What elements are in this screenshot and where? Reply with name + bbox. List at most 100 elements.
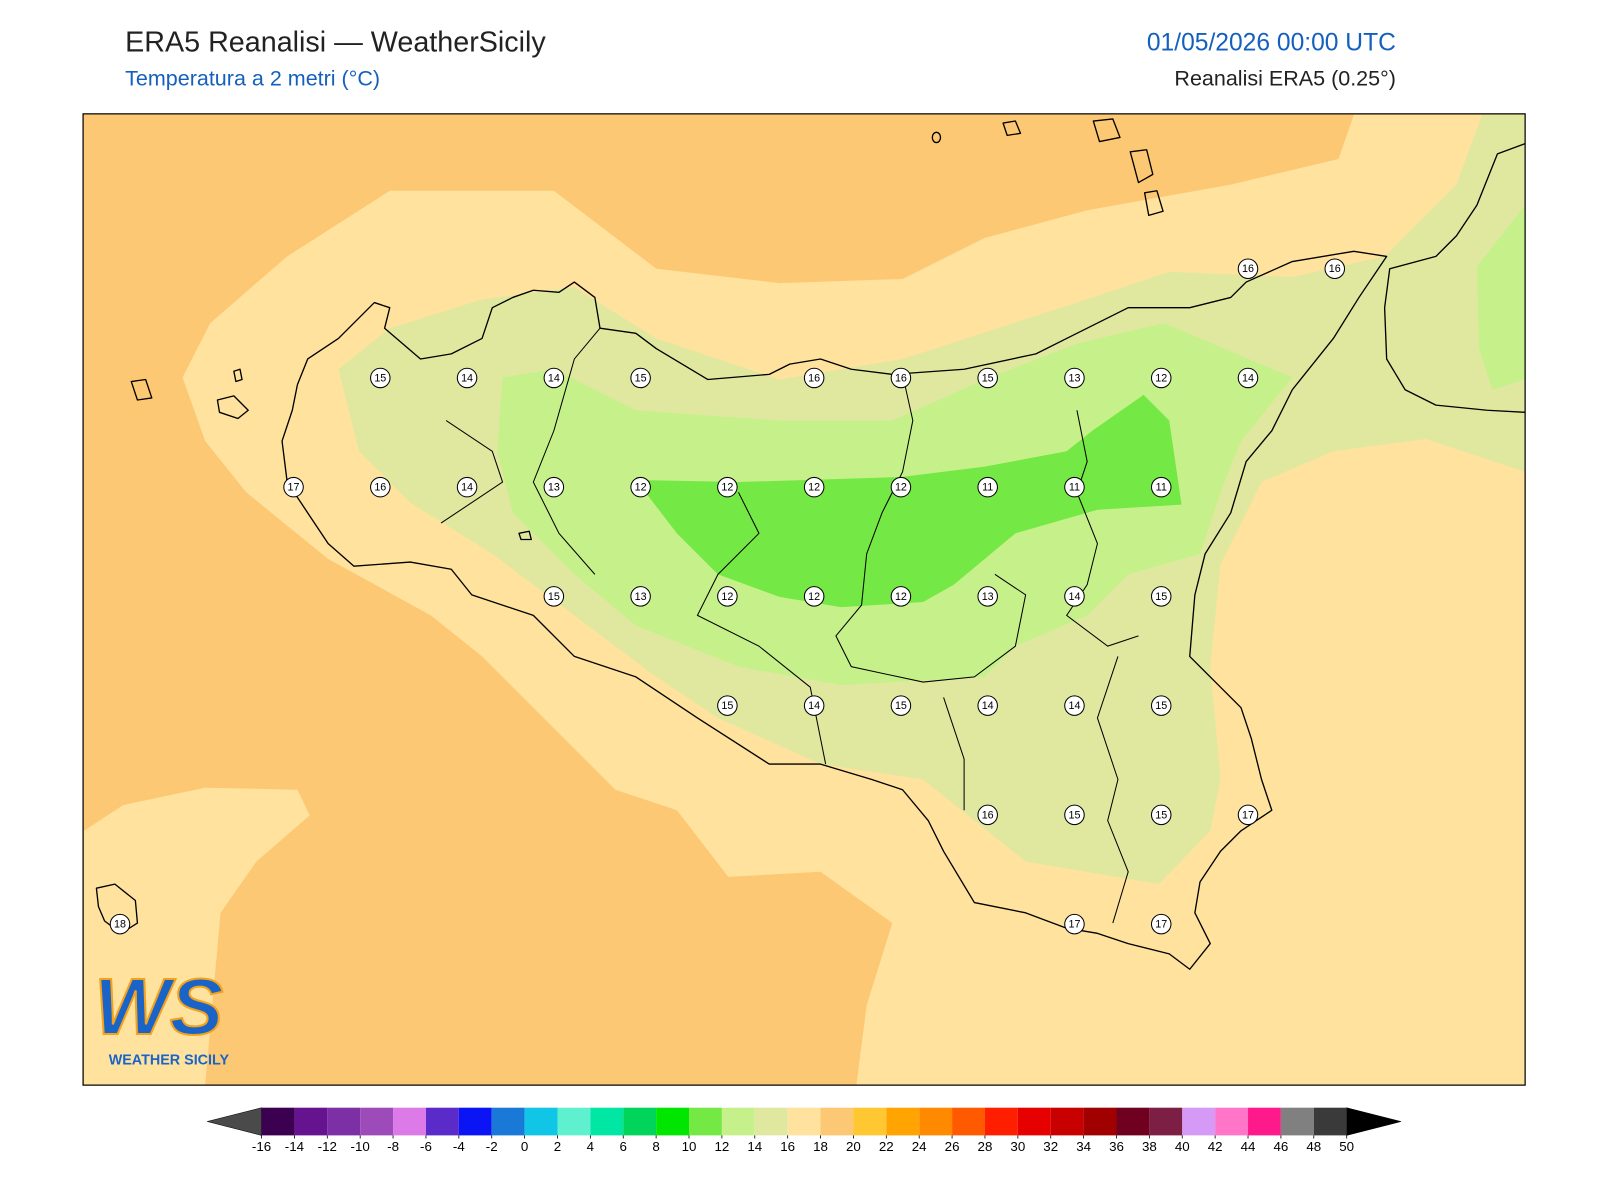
colorbar-label: 24 [912,1139,927,1154]
station-marker [717,695,738,716]
station-marker [630,476,651,498]
station-value: 11 [1069,482,1080,494]
colorbar-bin [623,1107,657,1136]
contour-10-12 [635,394,1182,608]
source: Reanalisi ERA5 (0.25°) [1174,67,1395,91]
station-value: 14 [1242,372,1254,384]
colorbar-over [1346,1107,1402,1136]
station-value: 16 [895,372,907,384]
colorbar-label: 20 [846,1139,861,1154]
colorbar-label: 8 [652,1139,659,1154]
station-marker [977,804,998,826]
colorbar-label: -6 [420,1139,432,1154]
station-marker [630,586,651,607]
station-value: 15 [635,372,647,384]
colorbar-label: -10 [351,1139,370,1154]
station-value: 14 [548,372,560,384]
station-value: 14 [982,700,994,712]
colorbar-label: 40 [1175,1139,1190,1154]
station-value: 13 [548,482,560,494]
colorbar-label: 48 [1306,1139,1321,1154]
station-value: 13 [635,591,647,603]
colorbar-label: -8 [387,1139,399,1154]
colorbar-bin [393,1107,426,1136]
colorbar-bin [425,1107,459,1136]
station-value: 13 [1068,372,1080,384]
colorbar-label: -16 [252,1139,271,1154]
logo-mark: WS [94,962,223,1051]
colorbar-bin [261,1107,295,1136]
colorbar: -16 -14 -12 -10 -8 -6 -4 -2 0 2 4 6 8 10 12 14 16 18 20 22 2… [207,1107,1402,1154]
station-value: 15 [1155,591,1167,603]
station-marker [1064,804,1085,826]
station-marker [456,367,478,389]
station-value: 15 [1155,809,1167,821]
colorbar-bin [491,1107,525,1136]
logo-name: WEATHER SICILY [109,1053,230,1069]
colorbar-bin [360,1107,394,1136]
colorbar-label: 12 [714,1139,729,1154]
station-marker [543,586,565,607]
colorbar-bin [1280,1107,1314,1136]
colorbar-label: 28 [978,1139,993,1154]
station-marker [1150,367,1172,389]
colorbar-bin [984,1107,1018,1136]
station-value: 17 [288,482,300,494]
station-marker [370,367,391,389]
colorbar-bin [853,1107,887,1136]
station-value: 14 [1068,591,1080,603]
colorbar-bin [952,1107,985,1136]
colorbar-label: 6 [620,1139,627,1154]
colorbar-label: 44 [1241,1139,1256,1154]
colorbar-bin [1083,1107,1117,1136]
station-value: 15 [721,700,733,712]
colorbar-label: -2 [486,1139,498,1154]
colorbar-label: -4 [453,1139,465,1154]
colorbar-label: 0 [521,1139,528,1154]
station-value: 12 [808,482,820,494]
colorbar-label: -12 [318,1139,337,1154]
station-value: 11 [1156,482,1167,494]
station-marker [803,476,825,498]
contour-16-18 [84,787,310,1086]
colorbar-bin [820,1107,854,1136]
colorbar-label: 14 [747,1139,762,1154]
colorbar-label: 38 [1142,1139,1157,1154]
colorbar-label: 46 [1273,1139,1288,1154]
station-marker [1064,913,1085,935]
colorbar-label: 30 [1010,1139,1025,1154]
station-value: 12 [721,591,733,603]
colorbar-bin [1182,1107,1216,1136]
station-marker [1064,695,1085,716]
station-value: 12 [808,591,820,603]
station-value: 14 [461,372,473,384]
station-marker [1150,695,1172,716]
colorbar-bin [557,1107,591,1136]
station-value: 15 [1155,700,1167,712]
station-marker [543,367,565,389]
station-marker [1150,476,1172,498]
station-value: 14 [461,482,473,494]
colorbar-bin [689,1107,722,1136]
colorbar-bin [1116,1107,1150,1136]
colorbar-under [207,1107,262,1136]
colorbar-bin [1149,1107,1183,1136]
colorbar-bin [886,1107,920,1136]
station-value: 12 [635,482,647,494]
station-value: 12 [721,482,733,494]
station-marker [1064,367,1085,389]
colorbar-label: 26 [945,1139,960,1154]
station-value: 12 [895,591,907,603]
station-marker [977,586,998,607]
station-value: 17 [1242,809,1254,821]
station-value: 16 [374,482,386,494]
station-marker [890,476,912,498]
colorbar-bin [458,1107,492,1136]
station-marker [977,476,998,498]
station-marker [1064,476,1085,498]
station-marker [283,476,304,498]
colorbar-label: 18 [813,1139,828,1154]
station-value: 17 [1068,919,1080,931]
